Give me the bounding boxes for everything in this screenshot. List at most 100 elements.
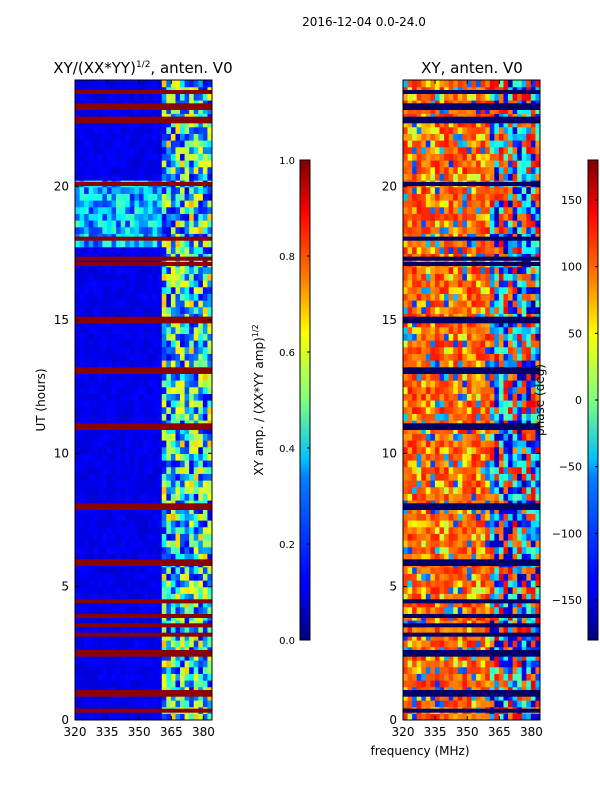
panel2-heat-cell xyxy=(489,340,495,348)
panel2-heat-cell xyxy=(462,460,468,468)
panel1-heat-cell xyxy=(120,633,126,641)
panel1-heat-cell xyxy=(207,120,212,128)
panel1-title-sup: 1/2 xyxy=(136,60,150,70)
panel1-heat-cell xyxy=(198,360,204,368)
panel1-heat-cell xyxy=(111,640,117,648)
panel2-heat-cell xyxy=(434,473,441,481)
panel1-heat-cell xyxy=(175,80,181,88)
panel2-heat-cell xyxy=(530,480,537,488)
panel1-heat-cell xyxy=(184,460,190,468)
panel2-heat-cell xyxy=(453,393,459,401)
panel2-heat-cell xyxy=(503,626,509,634)
panel2-heat-cell xyxy=(494,693,500,701)
panel1-heat-cell xyxy=(161,146,167,154)
panel1-heat-cell xyxy=(75,193,81,201)
panel1-heat-cell xyxy=(175,300,181,308)
panel2-heat-cell xyxy=(453,666,459,674)
panel2-heat-cell xyxy=(434,580,441,588)
panel1-heat-cell xyxy=(180,640,186,648)
panel2-heat-cell xyxy=(457,580,463,588)
panel2-heat-cell xyxy=(526,340,532,348)
panel1-heat-cell xyxy=(138,193,145,201)
panel1-heat-cell xyxy=(138,453,145,461)
panel2-heat-cell xyxy=(430,680,436,688)
panel1-heat-cell xyxy=(198,433,204,441)
panel1-heat-cell xyxy=(75,326,81,334)
panel1-heat-cell xyxy=(184,553,190,561)
panel1-heat-cell xyxy=(143,513,149,521)
panel2-heat-cell xyxy=(416,273,422,281)
panel1-heat-cell xyxy=(193,700,199,708)
panel1-heat-cell xyxy=(157,573,163,581)
panel1-heat-cell xyxy=(157,400,163,408)
panel1-heat-cell xyxy=(79,373,85,381)
panel2-heat-cell xyxy=(434,693,441,701)
panel1-heat-cell xyxy=(180,80,186,88)
panel2-heat-cell xyxy=(416,553,422,561)
panel2-heat-cell xyxy=(503,326,509,334)
panel2-heat-cell xyxy=(480,653,486,661)
panel2-heat-cell xyxy=(416,353,422,361)
panel1-heat-cell xyxy=(111,633,117,641)
panel2-heat-cell xyxy=(526,633,532,641)
panel1-heat-cell xyxy=(93,433,99,441)
panel1-heat-cell xyxy=(166,80,172,88)
panel2-heat-cell xyxy=(412,493,418,501)
panel1-heat-cell xyxy=(166,453,172,461)
panel1-heat-cell xyxy=(134,520,140,528)
panel2-heat-cell xyxy=(444,360,450,368)
panel1-heat-cell xyxy=(106,693,113,701)
panel2-heat-cell xyxy=(517,600,523,608)
panel2-heat-cell xyxy=(407,546,413,554)
panel1-heat-cell xyxy=(161,273,167,281)
panel2-heat-cell xyxy=(403,566,409,574)
panel2-heat-cell xyxy=(462,373,468,381)
panel1-heat-cell xyxy=(88,693,94,701)
panel1-heat-cell xyxy=(75,360,81,368)
panel1-heat-cell xyxy=(175,373,181,381)
panel1-heat-cell xyxy=(143,473,149,481)
panel2-heat-cell xyxy=(480,540,486,548)
panel2-heat-cell xyxy=(503,460,509,468)
panel1-heat-cell xyxy=(198,173,204,181)
panel1-heat-cell xyxy=(166,393,172,401)
panel1-heat-cell xyxy=(198,286,204,294)
panel2-heat-cell xyxy=(434,380,441,388)
panel1-heat-cell xyxy=(202,473,209,481)
panel2-heat-cell xyxy=(421,293,427,301)
panel1-heat-cell xyxy=(93,200,99,208)
panel1-heat-cell xyxy=(138,713,145,720)
panel1-heat-cell xyxy=(134,186,140,194)
panel1-heat-cell xyxy=(88,393,94,401)
panel1-heat-cell xyxy=(180,220,186,228)
panel1-heat-cell xyxy=(138,566,145,574)
panel2-heat-cell xyxy=(485,353,491,361)
panel2-heat-cell xyxy=(407,386,413,394)
panel2-heat-cell xyxy=(494,426,500,434)
panel1-heat-cell xyxy=(79,633,85,641)
panel1-heat-cell xyxy=(175,673,181,681)
panel2-heat-cell xyxy=(480,353,486,361)
panel1-heat-cell xyxy=(125,426,131,434)
panel1-heat-cell xyxy=(157,426,163,434)
panel1-heat-cell xyxy=(202,286,209,294)
panel1-heat-cell xyxy=(148,593,154,601)
panel2-heat-cell xyxy=(503,393,509,401)
panel2-heat-cell xyxy=(530,626,537,634)
panel1-flagged-row xyxy=(75,426,212,430)
panel2-heat-cell xyxy=(498,393,505,401)
panel2-heat-cell xyxy=(462,606,468,614)
panel1-heat-cell xyxy=(148,486,154,494)
panel2-heat-cell xyxy=(444,326,450,334)
panel1-heat-cell xyxy=(116,406,122,414)
panel1-heat-cell xyxy=(184,186,190,194)
panel2-heat-cell xyxy=(471,386,477,394)
panel2-heat-cell xyxy=(453,626,459,634)
panel2-heat-cell xyxy=(457,553,463,561)
panel1-heat-cell xyxy=(84,133,90,141)
panel1-heat-cell xyxy=(189,660,195,668)
panel1-heat-cell xyxy=(106,520,113,528)
panel2-heat-cell xyxy=(530,633,537,641)
panel1-heat-cell xyxy=(120,480,126,488)
panel1-heat-cell xyxy=(97,460,103,468)
